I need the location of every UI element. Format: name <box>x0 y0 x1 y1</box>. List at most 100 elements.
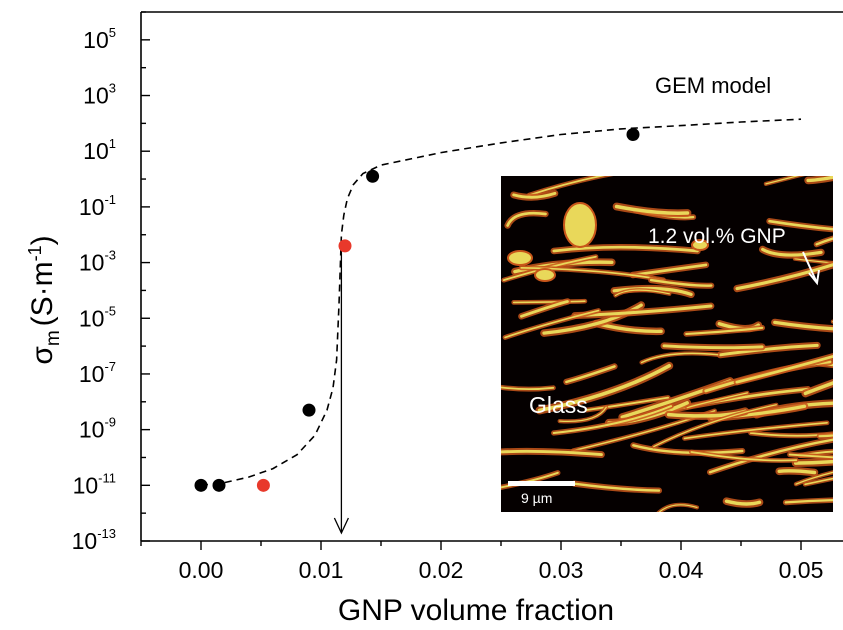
inset-flake <box>552 405 673 434</box>
inset-glass-label: Glass <box>529 392 588 418</box>
x-tick-label: 0.05 <box>779 557 824 583</box>
inset-flake <box>501 449 603 457</box>
inset-flake <box>788 453 833 459</box>
inset-scale-bar <box>508 481 575 486</box>
data-point <box>338 239 352 253</box>
data-point <box>302 403 316 417</box>
inset-flake <box>573 482 661 492</box>
inset-flake <box>632 444 744 455</box>
inset-flake <box>765 176 800 185</box>
data-point <box>194 478 208 492</box>
inset-flake <box>804 477 833 486</box>
inset-flake <box>559 406 607 423</box>
y-tick-label: 10-13 <box>72 526 116 554</box>
inset-flake <box>795 471 833 485</box>
gem-model-label: GEM model <box>655 73 771 98</box>
y-tick-label: 10-7 <box>79 359 116 387</box>
inset-flake <box>761 247 823 257</box>
inset-flake <box>501 386 555 391</box>
y-tick-label: 10-3 <box>79 248 116 276</box>
inset-flake-blob <box>563 202 597 248</box>
inset-flake <box>683 422 828 440</box>
x-tick-label: 0.04 <box>659 557 704 583</box>
inset-flake <box>565 365 616 384</box>
inset-flake <box>640 352 719 364</box>
x-axis-ticks: 0.00 0.01 0.02 0.03 0.04 0.05 <box>140 541 824 583</box>
inset-flake <box>773 320 833 331</box>
inset-flake-edge <box>830 319 833 324</box>
y-tick-label: 105 <box>83 25 116 53</box>
inset-flake <box>528 176 606 197</box>
inset-micrograph: 1.2 vol.% GNP Glass 9 µm <box>501 176 833 512</box>
inset-flake <box>614 204 690 215</box>
inset-flake-blob <box>507 250 533 266</box>
inset-flake <box>537 364 671 413</box>
inset-flake <box>520 300 569 318</box>
y-tick-label: 10-9 <box>79 415 116 443</box>
inset-flake <box>686 392 749 409</box>
inset-flake <box>614 289 670 297</box>
inset-flake <box>735 354 833 384</box>
data-point <box>366 169 380 183</box>
y-tick-label: 10-11 <box>73 470 116 498</box>
inset-flake <box>815 237 833 246</box>
inset-flake <box>512 191 557 199</box>
inset-flake <box>806 176 833 183</box>
y-tick-label: 101 <box>83 136 116 164</box>
y-axis-unit-exponent: -1 <box>25 245 45 261</box>
inset-flake <box>552 245 699 253</box>
inset-flake <box>501 471 559 489</box>
y-axis-unit-close: ) <box>26 235 59 245</box>
inset-flake <box>502 255 597 281</box>
inset-flake <box>685 326 764 336</box>
inset-flake <box>649 278 713 287</box>
y-tick-label: 10-5 <box>79 303 116 331</box>
inset-flake <box>768 219 833 231</box>
inset-flake <box>818 434 833 438</box>
inset-gnp-texture <box>501 176 833 512</box>
arrow-head <box>333 517 349 535</box>
inset-flake <box>784 499 833 504</box>
y-axis-title: σm (S·m-1) <box>25 235 64 364</box>
inset-flake <box>504 309 600 339</box>
inset-flake <box>612 286 693 296</box>
inset-composition-label: 1.2 vol.% GNP <box>648 225 786 248</box>
y-axis-symbol: σ <box>26 346 59 365</box>
data-point <box>256 478 270 492</box>
x-axis-title: GNP volume fraction <box>338 594 614 627</box>
inset-flake <box>794 258 833 264</box>
inset-flake <box>724 499 762 506</box>
inset-flake <box>832 320 833 323</box>
data-points <box>194 128 640 492</box>
inset-flake-blob <box>691 239 709 251</box>
y-tick-label: 103 <box>83 81 116 109</box>
inset-flake <box>735 263 833 291</box>
inset-flake <box>777 469 817 475</box>
inset-flake-blob <box>534 268 556 282</box>
data-point <box>626 128 640 142</box>
inset-flake <box>690 451 798 462</box>
y-axis-ticks: 10-13 10-11 10-9 10-7 10-5 10-3 10-1 101 103 105 <box>72 11 150 554</box>
inset-flake <box>803 381 833 396</box>
x-tick-label: 0.00 <box>179 557 224 583</box>
inset-flake <box>662 344 764 350</box>
y-axis-subscript: m <box>43 330 64 346</box>
x-tick-label: 0.03 <box>539 557 584 583</box>
data-point <box>212 478 226 492</box>
gem-model-curve <box>200 118 802 487</box>
inset-flake <box>749 432 833 437</box>
inset-flake <box>658 504 698 512</box>
inset-flake <box>793 459 833 465</box>
inset-flake <box>718 343 819 357</box>
inset-flake <box>653 404 777 448</box>
x-tick-label: 0.01 <box>299 557 344 583</box>
inset-flake <box>506 211 547 227</box>
y-axis-unit: (S·m <box>26 261 59 326</box>
y-tick-label: 10-1 <box>79 192 116 220</box>
inset-pointer-arrow <box>802 251 820 286</box>
inset-flake <box>708 438 833 474</box>
x-tick-label: 0.02 <box>419 557 464 583</box>
plot-frame <box>140 11 843 542</box>
inset-scale-bar-label: 9 µm <box>521 490 552 506</box>
